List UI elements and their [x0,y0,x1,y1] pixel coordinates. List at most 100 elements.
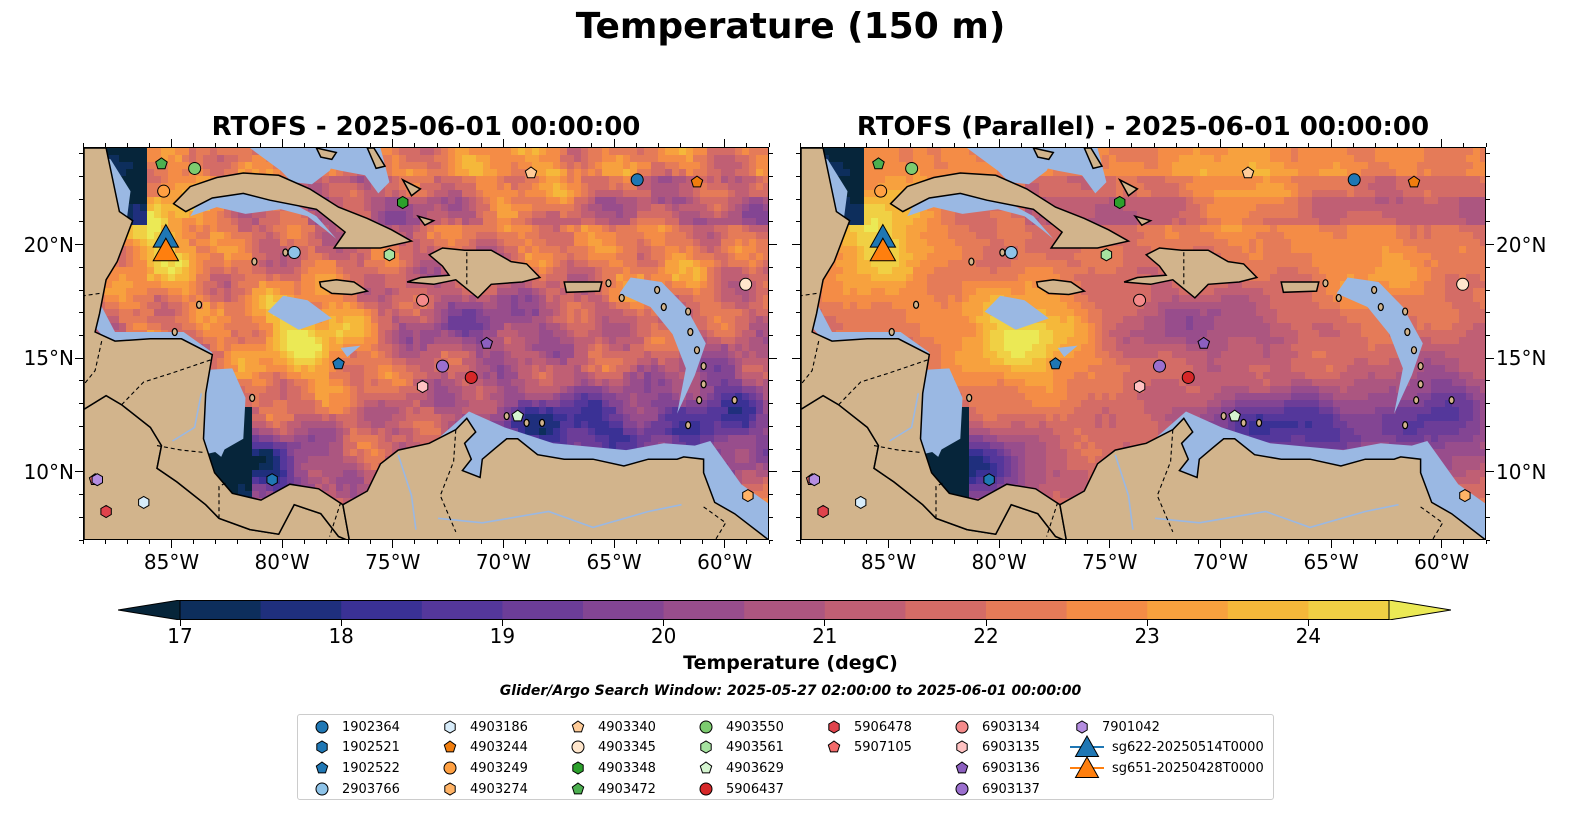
lon-tick [193,540,195,544]
legend-marker-4903629[interactable] [699,761,713,774]
legend-marker-4903550[interactable] [699,720,713,734]
legend-label: 1902521 [342,739,400,755]
lon-tick-top [1065,143,1067,147]
platform-marker-4903345[interactable] [1456,277,1470,291]
platform-marker-1902521[interactable] [983,473,995,487]
platform-marker-6903136[interactable] [480,336,494,349]
platform-marker-4903561[interactable] [383,248,396,262]
lon-tick [1308,540,1310,544]
lon-tick-top [1153,143,1155,147]
platform-marker-1902522[interactable] [332,357,345,370]
platform-marker-4903186[interactable] [138,495,150,509]
hexagon-marker-icon [1076,720,1088,734]
lat-tick-left [79,494,83,496]
legend-marker-4903345[interactable] [571,740,585,754]
map-panel-rtofs-parallel[interactable] [800,147,1486,540]
lat-tick-left [79,335,83,337]
platform-marker-6903134[interactable] [1133,293,1147,307]
lon-tick [1264,540,1266,544]
legend-marker-1902521[interactable] [316,740,328,754]
lon-tick-top [325,143,327,147]
legend-marker-6903134[interactable] [955,720,969,734]
platform-marker-4903345[interactable] [739,277,753,291]
rivers [889,393,1399,530]
platform-markers [88,157,754,519]
lon-tick-top [126,143,128,147]
platform-marker-4903550[interactable] [905,161,919,175]
platform-marker-4903249[interactable] [874,184,888,198]
legend-label: 7901042 [1102,719,1160,735]
legend-marker-6903137[interactable] [955,782,969,796]
map-panel-rtofs[interactable] [83,147,769,540]
legend-marker-4903186[interactable] [444,720,456,734]
platform-marker-5906437[interactable] [1181,370,1195,384]
lat-tick-left [79,153,83,155]
legend-marker-4903274[interactable] [444,782,456,796]
legend-marker-4903348[interactable] [572,761,584,775]
platform-marker-4903348[interactable] [397,195,409,210]
platform-marker-4903249[interactable] [157,184,171,198]
platform-marker-4903629[interactable] [511,409,524,422]
platform-marker-1902364[interactable] [630,173,644,187]
platform-marker-1902521[interactable] [266,473,278,487]
legend-marker-4903340[interactable] [571,720,585,733]
lon-tick-label: 80°W [254,550,310,574]
legend-marker-sg651-20250428T0000[interactable] [1074,756,1100,778]
legend-item-4903561: 4903561 [694,737,784,757]
platform-marker-4903629[interactable] [1228,409,1241,422]
platform-marker-4903472[interactable] [872,157,885,170]
platform-marker-1902522[interactable] [1049,357,1062,370]
legend-marker-4903244[interactable] [443,740,457,753]
platform-marker-6903137[interactable] [435,359,449,373]
legend-marker-4903472[interactable] [571,782,585,795]
platform-marker-2903766[interactable] [1004,245,1018,259]
platform-marker-2903766[interactable] [287,245,301,259]
platform-marker-5906478[interactable] [100,504,112,519]
platform-marker-sg651-20250428T0000[interactable] [152,237,180,262]
platform-marker-6903135[interactable] [1133,379,1146,394]
platform-marker-6903134[interactable] [416,293,430,307]
legend-marker-5906478[interactable] [828,720,840,734]
legend-marker-4903249[interactable] [443,761,457,775]
platform-marker-4903550[interactable] [188,161,202,175]
circle-marker-icon [315,782,329,796]
colorbar-tick [824,620,826,626]
platform-marker-4903561[interactable] [1100,248,1113,262]
lon-tick-label: 80°W [971,550,1027,574]
platform-marker-sg651-20250428T0000[interactable] [869,237,897,262]
lon-tick [414,540,416,544]
platform-marker-6903137[interactable] [1152,359,1166,373]
platform-marker-1902364[interactable] [1347,173,1361,187]
platform-marker-6903135[interactable] [416,379,429,394]
colorbar-tick [340,620,342,626]
platform-marker-4903274[interactable] [1459,489,1471,503]
platform-marker-4903340[interactable] [1241,166,1255,179]
platform-marker-4903348[interactable] [1114,195,1126,210]
platform-marker-6903136[interactable] [1197,336,1211,349]
platform-marker-4903186[interactable] [855,495,867,509]
lat-tick-right [1486,357,1494,359]
legend-marker-5907105[interactable] [827,740,841,753]
platform-marker-4903244[interactable] [690,175,704,188]
lon-tick-top [1485,143,1487,147]
legend-marker-4903561[interactable] [700,740,712,754]
platform-marker-4903244[interactable] [1407,175,1421,188]
legend-marker-1902364[interactable] [315,720,329,734]
legend-marker-2903766[interactable] [315,782,329,796]
platform-marker-5906437[interactable] [464,370,478,384]
legend-marker-7901042[interactable] [1076,720,1088,734]
platform-marker-7901042[interactable] [91,473,103,487]
platform-marker-7901042[interactable] [808,473,820,487]
platform-marker-5906478[interactable] [817,504,829,519]
country-borders [801,250,1444,539]
platform-marker-4903274[interactable] [742,489,754,503]
lon-tick [702,540,704,544]
lat-tick-left [796,380,800,382]
lat-tick-right [1486,403,1490,405]
legend-marker-6903135[interactable] [956,740,968,754]
legend-marker-1902522[interactable] [315,761,329,774]
platform-marker-4903340[interactable] [524,166,538,179]
platform-marker-4903472[interactable] [155,157,168,170]
legend-marker-6903136[interactable] [955,761,969,774]
legend-marker-5906437[interactable] [699,782,713,796]
